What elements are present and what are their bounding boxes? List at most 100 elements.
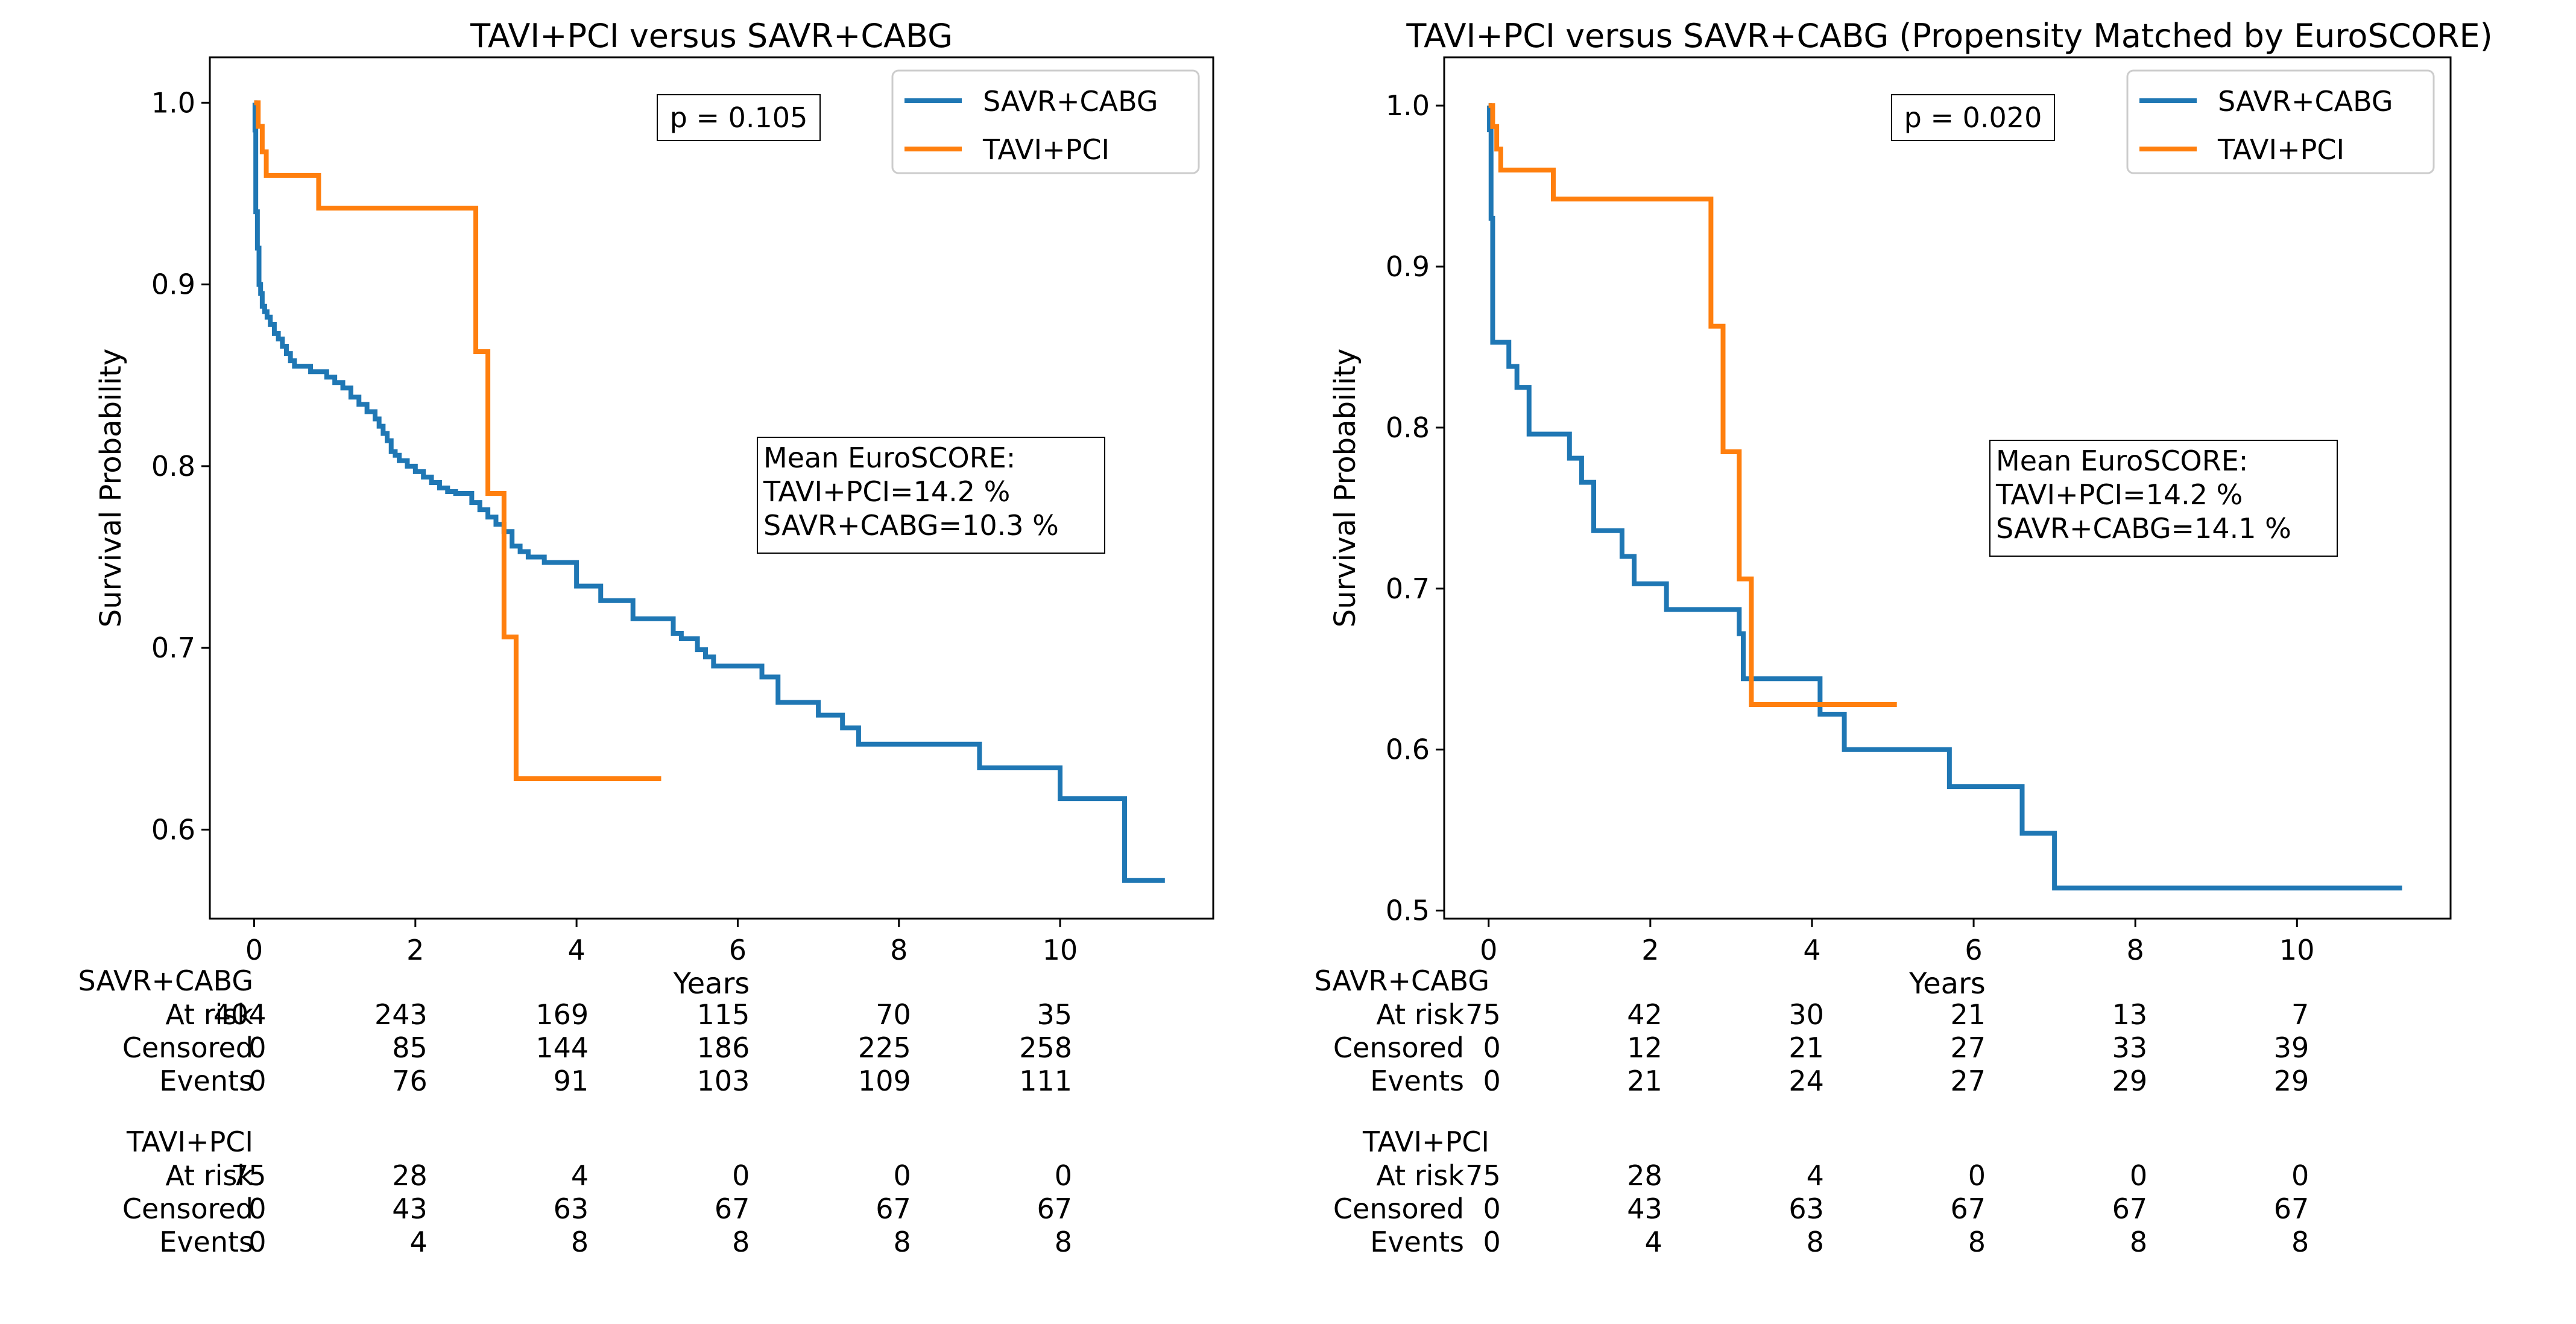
risk-table-cell: 29 xyxy=(2112,1065,2148,1097)
risk-table-cell: 63 xyxy=(554,1193,589,1225)
risk-table-cell: 0 xyxy=(2291,1159,2309,1192)
risk-table-cell: 0 xyxy=(2130,1159,2147,1192)
x-tick-label: 4 xyxy=(1803,934,1820,966)
euroscore-line: Mean EuroSCORE: xyxy=(763,442,1015,474)
risk-table-cell: 76 xyxy=(392,1065,428,1097)
risk-table-cell: 21 xyxy=(1627,1065,1662,1097)
risk-table-cell: 0 xyxy=(732,1159,750,1192)
risk-table-cell: 13 xyxy=(2112,998,2148,1031)
p-value-label: p = 0.105 xyxy=(670,101,808,134)
legend-entry: TAVI+PCI xyxy=(982,133,1110,166)
x-tick-label: 10 xyxy=(1043,934,1078,966)
risk-table-cell: 258 xyxy=(1019,1031,1072,1064)
x-tick-label: 6 xyxy=(1965,934,1982,966)
euroscore-line: SAVR+CABG=10.3 % xyxy=(763,509,1059,542)
x-tick-label: 0 xyxy=(245,934,263,966)
risk-table-cell: 21 xyxy=(1951,998,1986,1031)
risk-table-row-label: At risk xyxy=(1376,1159,1464,1192)
risk-table-cell: 12 xyxy=(1627,1031,1662,1064)
chart-title: TAVI+PCI versus SAVR+CABG xyxy=(470,17,953,55)
y-tick-label: 1.0 xyxy=(1386,89,1430,122)
risk-table-cell: 67 xyxy=(1951,1193,1986,1225)
risk-table-cell: 67 xyxy=(1037,1193,1073,1225)
risk-table-cell: 0 xyxy=(1055,1159,1072,1192)
risk-table-cell: 8 xyxy=(2130,1226,2147,1258)
risk-table-cell: 67 xyxy=(2112,1193,2148,1225)
x-tick-label: 4 xyxy=(567,934,585,966)
risk-table-cell: 115 xyxy=(697,998,750,1031)
euroscore-box xyxy=(1989,440,2338,557)
series-line-tavi-pci xyxy=(1488,103,1897,707)
legend-entry: TAVI+PCI xyxy=(2217,133,2344,166)
risk-table-cell: 111 xyxy=(1019,1065,1072,1097)
risk-table-row-label: Censored xyxy=(122,1193,253,1225)
risk-table-cell: 109 xyxy=(858,1065,911,1097)
risk-table-cell: 0 xyxy=(1483,1193,1500,1225)
x-tick-label: 8 xyxy=(2127,934,2144,966)
risk-table-group-title: TAVI+PCI xyxy=(1362,1126,1489,1158)
y-tick-label: 0.7 xyxy=(1386,572,1430,605)
risk-table-cell: 43 xyxy=(392,1193,428,1225)
risk-table-group-title: SAVR+CABG xyxy=(1314,964,1489,997)
risk-table-cell: 75 xyxy=(231,1159,267,1192)
x-tick-label: 0 xyxy=(1480,934,1497,966)
risk-table-cell: 243 xyxy=(374,998,428,1031)
y-tick-label: 0.6 xyxy=(151,813,195,846)
risk-table-cell: 28 xyxy=(1627,1159,1662,1192)
y-axis-label: Survival Probability xyxy=(1328,349,1362,628)
x-tick-label: 6 xyxy=(729,934,747,966)
legend-entry: SAVR+CABG xyxy=(2218,85,2393,118)
x-tick-label: 8 xyxy=(890,934,908,966)
risk-table-cell: 8 xyxy=(2291,1226,2309,1258)
y-tick-label: 0.5 xyxy=(1386,895,1430,927)
risk-table-cell: 0 xyxy=(1968,1159,1986,1192)
risk-table-cell: 24 xyxy=(1788,1065,1824,1097)
risk-table-row-label: Censored xyxy=(1333,1193,1464,1225)
y-axis-label: Survival Probability xyxy=(94,349,128,628)
series-line-savr-cabg xyxy=(252,100,1165,883)
risk-table-cell: 0 xyxy=(248,1031,266,1064)
risk-table-cell: 404 xyxy=(213,998,267,1031)
risk-table-cell: 186 xyxy=(697,1031,750,1064)
risk-table-cell: 0 xyxy=(248,1193,266,1225)
euroscore-line: SAVR+CABG=14.1 % xyxy=(1996,512,2291,545)
chart-panel-1: TAVI+PCI versus SAVR+CABG 0 2 4 6 8 10 0.6 0.7 0.… xyxy=(78,17,1214,1258)
euroscore-line: TAVI+PCI=14.2 % xyxy=(763,475,1010,508)
risk-table-cell: 67 xyxy=(2274,1193,2309,1225)
risk-table-cell: 75 xyxy=(1465,998,1501,1031)
risk-table-cell: 8 xyxy=(1968,1226,1986,1258)
risk-table-cell: 29 xyxy=(2274,1065,2309,1097)
risk-table-cell: 144 xyxy=(535,1031,589,1064)
series-line-tavi-pci xyxy=(254,100,661,782)
risk-table-cell: 0 xyxy=(248,1226,266,1258)
risk-table-cell: 103 xyxy=(697,1065,750,1097)
risk-table-row-label: Events xyxy=(159,1226,253,1258)
risk-table-cell: 4 xyxy=(1807,1159,1824,1192)
plot-frame xyxy=(209,56,1214,920)
risk-table-row-label: Events xyxy=(1370,1065,1464,1097)
plot-frame xyxy=(1443,56,2452,920)
risk-table-cell: 8 xyxy=(571,1226,589,1258)
risk-table-cell: 0 xyxy=(893,1159,911,1192)
risk-table-cell: 0 xyxy=(1483,1065,1500,1097)
risk-table-cell: 8 xyxy=(1807,1226,1824,1258)
risk-table-cell: 67 xyxy=(876,1193,911,1225)
risk-table-cell: 21 xyxy=(1788,1031,1824,1064)
risk-table-cell: 169 xyxy=(535,998,589,1031)
risk-table-group-title: SAVR+CABG xyxy=(78,964,253,997)
risk-table-cell: 75 xyxy=(1465,1159,1501,1192)
euroscore-line: TAVI+PCI=14.2 % xyxy=(1995,478,2243,511)
risk-table-cell: 67 xyxy=(715,1193,750,1225)
y-tick-label: 0.9 xyxy=(151,268,195,301)
risk-table-cell: 39 xyxy=(2274,1031,2309,1064)
p-value-box xyxy=(657,94,821,141)
chart-title: TAVI+PCI versus SAVR+CABG (Propensity Ma… xyxy=(1406,17,2492,55)
y-tick-label: 0.7 xyxy=(151,632,195,664)
risk-table-cell: 85 xyxy=(392,1031,428,1064)
euroscore-box xyxy=(757,437,1105,554)
y-tick-label: 0.8 xyxy=(151,450,195,483)
legend-box xyxy=(2126,69,2435,174)
x-axis-label: Years xyxy=(1908,967,1986,1001)
risk-table-cell: 225 xyxy=(858,1031,911,1064)
